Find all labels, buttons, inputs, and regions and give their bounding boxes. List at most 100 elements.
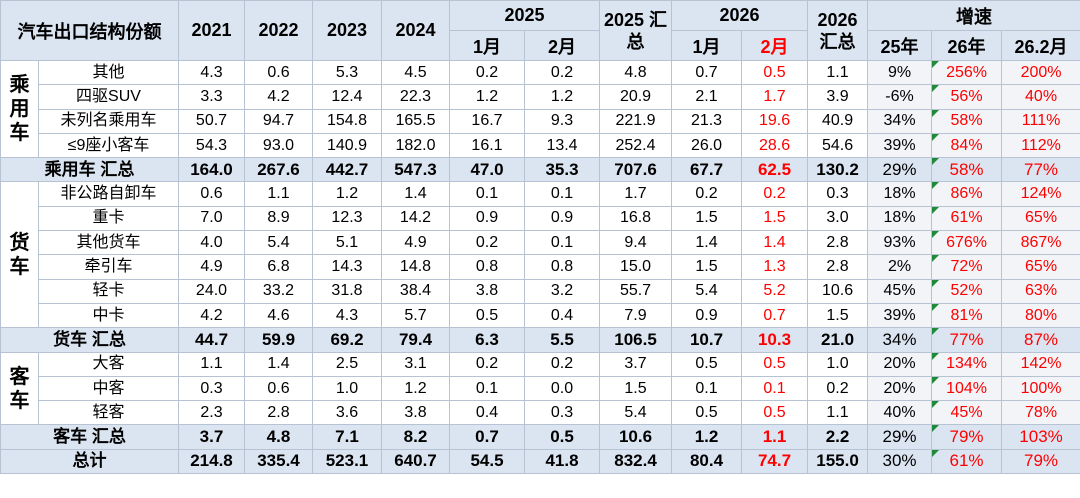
row-name: 轻卡 (38, 278, 179, 304)
row: 重卡 7.0 8.9 12.3 14.2 0.9 0.9 16.8 1.5 1.5 3.0 18% 61… (1, 205, 1080, 232)
cell: 5.4 (599, 400, 673, 426)
cell: 65% (1001, 205, 1080, 232)
cell: 2.3 (178, 400, 245, 426)
total-row: 货车 汇总 44.7 59.9 69.2 79.4 6.3 5.5 106.5 10.7 10.3… (0, 327, 1080, 353)
cell: 164.0 (178, 157, 245, 183)
sum-header: 2025 汇总 (599, 0, 673, 61)
row: 货车 非公路自卸车 0.6 1.1 1.2 1.4 0.1 0.1 1.7 0.2 0.2 0.3 18… (0, 181, 1080, 329)
cell: 2.8 (807, 230, 869, 256)
row-name: 客车 汇总 (0, 424, 179, 450)
cell: 0.5 (449, 302, 525, 329)
cell: 0.7 (449, 424, 525, 450)
cell: 62.5 (741, 157, 809, 183)
row-name: 四驱SUV (38, 84, 179, 110)
cell: 200% (1001, 59, 1080, 86)
row-name: 中客 (38, 375, 179, 402)
cell: 0.9 (523, 205, 601, 232)
cell: 4.9 (178, 254, 245, 280)
cell: 547.3 (381, 157, 450, 183)
row-name: 其他货车 (38, 230, 179, 256)
cell: 55.7 (599, 278, 673, 304)
cell: 39% (867, 132, 933, 159)
cell: 44.7 (178, 327, 245, 353)
year: 2022 (244, 0, 313, 61)
cell: 86% (931, 181, 1003, 207)
export-table: 汽车出口结构份额 2021 2022 2023 2024 2025 2025 汇… (0, 0, 1080, 475)
cell: 69.2 (312, 327, 382, 353)
cell: 0.9 (449, 205, 525, 232)
cell: 442.7 (312, 157, 382, 183)
cell: 3.7 (178, 424, 245, 450)
cell: 0.1 (449, 181, 525, 207)
cell: 20.9 (599, 84, 673, 110)
row-name: 总计 (0, 448, 179, 475)
cell: 832.4 (599, 448, 673, 475)
cell: 93.0 (244, 132, 313, 159)
row: 中卡 4.2 4.6 4.3 5.7 0.5 0.4 7.9 0.9 0.7 1.5 39% 81% 80… (1, 302, 1080, 329)
title: 汽车出口结构份额 (0, 0, 179, 61)
cell: 13.4 (523, 132, 601, 159)
cell: 30% (867, 448, 933, 475)
row: 乘用车 其他 4.3 0.6 5.3 4.5 0.2 0.2 4.8 0.7 0.5 1.1 9% 256… (0, 59, 1080, 159)
cell: 3.9 (807, 84, 869, 110)
cell: 676% (931, 230, 1003, 256)
row: 轻客 2.3 2.8 3.6 3.8 0.4 0.3 5.4 0.5 0.5 1.1 40% 45% 78… (1, 400, 1080, 426)
cell: 24.0 (178, 278, 245, 304)
month: 2月 (523, 30, 601, 61)
cell: 0.2 (449, 351, 525, 377)
cell: 79.4 (381, 327, 450, 353)
cell: 1.1 (807, 59, 869, 86)
cell: 0.4 (449, 400, 525, 426)
cell: 1.1 (807, 400, 869, 426)
cell: 0.6 (244, 59, 313, 86)
cell: 20% (867, 351, 933, 377)
group-label: 乘用车 (0, 59, 39, 159)
row-name: 乘用车 汇总 (0, 157, 179, 183)
cell: 31.8 (312, 278, 382, 304)
cell: 0.7 (671, 59, 743, 86)
cell: 12.3 (312, 205, 382, 232)
cell: 142% (1001, 351, 1080, 377)
header-row: 汽车出口结构份额 2021 2022 2023 2024 2025 2025 汇… (0, 0, 1080, 61)
cell: 9.4 (599, 230, 673, 256)
cell: 7.9 (599, 302, 673, 329)
cell: 130.2 (807, 157, 869, 183)
cell: 35.3 (523, 157, 601, 183)
year: 2026 (671, 0, 809, 31)
row-name: 轻客 (38, 400, 179, 426)
row-name: 重卡 (38, 205, 179, 232)
cell: 2.2 (807, 424, 869, 450)
total-row: 客车 汇总 3.7 4.8 7.1 8.2 0.7 0.5 10.6 1.2 1.1 2.2 29% 7… (0, 424, 1080, 450)
cell: 77% (1001, 157, 1080, 183)
cell: 4.3 (312, 302, 382, 329)
cell: 0.5 (741, 59, 809, 86)
cell: 4.8 (599, 59, 673, 86)
sum-header: 2026 汇总 (807, 0, 869, 61)
cell: 9.3 (523, 108, 601, 134)
row-name: 非公路自卸车 (38, 181, 179, 207)
cell: 40.9 (807, 108, 869, 134)
cell: 104% (931, 375, 1003, 402)
cell: 112% (1001, 132, 1080, 159)
cell: 0.5 (523, 424, 601, 450)
cell: 1.7 (599, 181, 673, 207)
growth-sub: 26年 (931, 30, 1003, 61)
row: 牵引车 4.9 6.8 14.3 14.8 0.8 0.8 15.0 1.5 1.3 2.8 2% 72… (1, 254, 1080, 280)
cell: 4.5 (381, 59, 450, 86)
cell: 21.3 (671, 108, 743, 134)
cell: 0.2 (741, 181, 809, 207)
row-name: 货车 汇总 (0, 327, 179, 353)
cell: 58% (931, 108, 1003, 134)
cell: 56% (931, 84, 1003, 110)
cell: 7.0 (178, 205, 245, 232)
cell: 0.2 (449, 59, 525, 86)
cell: 5.4 (244, 230, 313, 256)
cell: 0.5 (671, 400, 743, 426)
cell: 74.7 (741, 448, 809, 475)
cell: 54.6 (807, 132, 869, 159)
row-name: 未列名乘用车 (38, 108, 179, 134)
cell: 63% (1001, 278, 1080, 304)
cell: 26.0 (671, 132, 743, 159)
cell: 72% (931, 254, 1003, 280)
